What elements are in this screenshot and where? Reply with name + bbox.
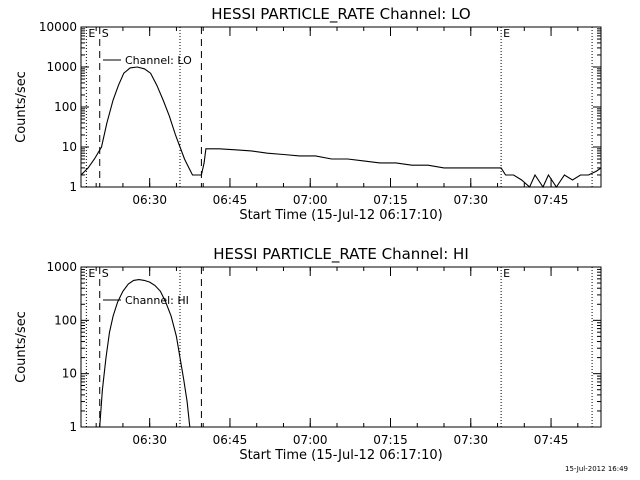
legend-label: Channel: LO xyxy=(125,54,192,67)
x-tick-label: 07:45 xyxy=(534,193,569,207)
plot-frame xyxy=(80,266,602,428)
chart-title: HESSI PARTICLE_RATE Channel: LO xyxy=(211,5,470,24)
y-tick-label: 10 xyxy=(62,367,77,381)
x-tick-label: 06:45 xyxy=(213,193,248,207)
y-tick-label: 1000 xyxy=(46,60,77,74)
panel-lo: HESSI PARTICLE_RATE Channel: LO 1 10 100 100… xyxy=(14,5,602,223)
x-tick-label: 06:45 xyxy=(213,433,248,447)
marker-label: S xyxy=(102,27,109,40)
plot-frame xyxy=(80,26,602,188)
x-tick-label: 07:00 xyxy=(293,433,328,447)
marker-label: E xyxy=(88,267,95,280)
x-tick-label: 07:45 xyxy=(534,433,569,447)
y-tick-label: 100 xyxy=(54,313,77,327)
marker-label: E xyxy=(503,27,510,40)
y-tick-label: 10 xyxy=(62,140,77,154)
y-axis-label: Counts/sec xyxy=(14,71,29,143)
x-tick-label: 06:30 xyxy=(132,193,167,207)
x-tick-label: 07:30 xyxy=(453,433,488,447)
panel-hi: HESSI PARTICLE_RATE Channel: HI 1 10 100 100… xyxy=(14,245,602,463)
chart-title: HESSI PARTICLE_RATE Channel: HI xyxy=(213,245,469,264)
marker-label: E xyxy=(503,267,510,280)
legend-label: Channel: HI xyxy=(125,294,189,307)
x-axis-label: Start Time (15-Jul-12 06:17:10) xyxy=(239,208,442,223)
x-tick-label: 07:00 xyxy=(293,193,328,207)
x-tick-label: 07:15 xyxy=(373,193,408,207)
y-axis-label: Counts/sec xyxy=(14,311,29,383)
x-tick-label: 07:30 xyxy=(453,193,488,207)
x-tick-label: 07:15 xyxy=(373,433,408,447)
marker-label: E xyxy=(88,27,95,40)
y-tick-label: 1 xyxy=(69,420,77,434)
y-tick-label: 1000 xyxy=(46,260,77,274)
y-tick-label: 100 xyxy=(54,100,77,114)
y-tick-label: 1 xyxy=(69,180,77,194)
y-tick-label: 10000 xyxy=(39,20,77,34)
series-line xyxy=(80,66,602,189)
x-axis-label: Start Time (15-Jul-12 06:17:10) xyxy=(239,448,442,463)
series-line xyxy=(99,279,191,428)
marker-label: S xyxy=(102,267,109,280)
x-tick-label: 06:30 xyxy=(132,433,167,447)
timestamp: 15-Jul-2012 16:49 xyxy=(564,465,628,473)
